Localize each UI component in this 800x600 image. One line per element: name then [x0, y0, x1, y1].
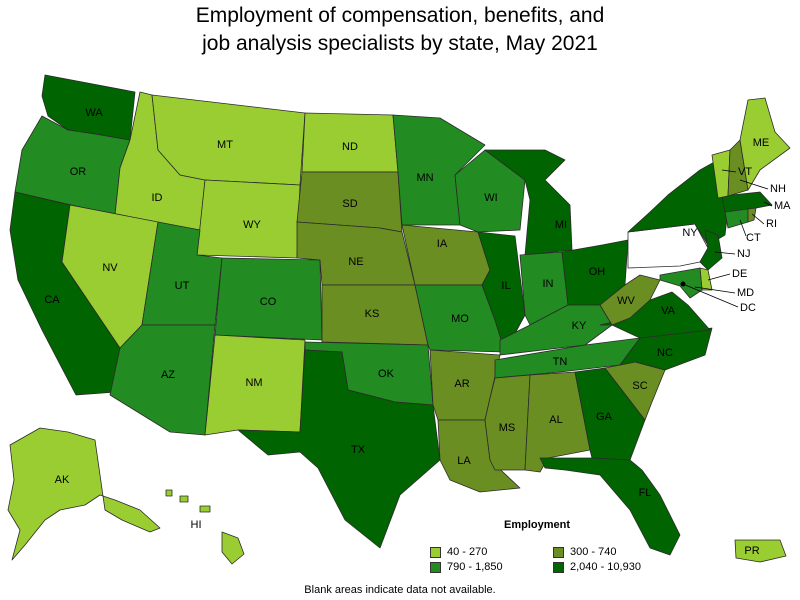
label-nd: ND [342, 141, 358, 153]
label-id: ID [152, 192, 163, 204]
legend-item-4: 2,040 - 10,930 [553, 561, 641, 573]
label-ky: KY [572, 320, 587, 332]
label-tx: TX [351, 444, 366, 456]
label-pr: PR [744, 545, 759, 557]
label-va: VA [661, 305, 676, 317]
label-ne: NE [348, 256, 363, 268]
label-fl: FL [639, 487, 652, 499]
footnote: Blank areas indicate data not available. [304, 584, 496, 596]
label-dc: DC [740, 302, 756, 314]
label-ny: NY [682, 227, 698, 239]
legend-label-3: 790 - 1,850 [447, 561, 503, 573]
dc-marker [680, 281, 686, 287]
label-al: AL [549, 414, 562, 426]
legend-item-3: 790 - 1,850 [430, 561, 503, 573]
legend-swatch-3 [430, 561, 441, 573]
label-la: LA [457, 455, 471, 467]
label-mn: MN [416, 172, 433, 184]
title-line-2: job analysis specialists by state, May 2… [202, 32, 598, 55]
legend-swatch-4 [553, 561, 564, 573]
label-tn: TN [553, 356, 568, 368]
label-me: ME [753, 137, 770, 149]
legend-title: Employment [504, 519, 571, 531]
label-wv: WV [617, 295, 635, 307]
state-hi-3[interactable] [199, 505, 211, 513]
legend-label-1: 40 - 270 [447, 546, 488, 558]
label-nc: NC [657, 347, 673, 359]
label-in: IN [543, 278, 554, 290]
label-ks: KS [365, 308, 380, 320]
leader-nh [739, 179, 769, 190]
label-ma: MA [774, 200, 791, 212]
legend-label-4: 2,040 - 10,930 [570, 561, 641, 573]
state-fl[interactable] [539, 457, 681, 556]
label-de: DE [732, 268, 747, 280]
leader-de [707, 273, 731, 281]
label-ar: AR [454, 378, 469, 390]
state-wv[interactable] [599, 274, 661, 326]
leader-dc [682, 283, 739, 308]
state-ia[interactable] [401, 224, 491, 286]
legend-swatch-2 [553, 546, 564, 558]
label-ak: AK [55, 474, 70, 486]
state-pr[interactable] [734, 539, 787, 563]
state-il[interactable] [477, 231, 526, 353]
map-title: Employment of compensation, benefits, an… [0, 2, 800, 58]
label-ms: MS [499, 422, 516, 434]
label-md: MD [737, 287, 754, 299]
legend-swatch-1 [430, 546, 441, 558]
label-ia: IA [437, 238, 448, 250]
state-hi-4[interactable] [221, 531, 245, 565]
title-line-1: Employment of compensation, benefits, an… [195, 4, 605, 27]
label-wy: WY [243, 219, 261, 231]
leader-ri [751, 213, 765, 225]
state-ak[interactable] [7, 427, 161, 561]
leader-ct [739, 219, 747, 237]
label-wa: WA [85, 107, 103, 119]
leader-nj [714, 251, 736, 255]
state-tx[interactable] [237, 349, 441, 549]
label-vt: VT [738, 166, 752, 178]
label-oh: OH [589, 266, 606, 278]
state-ri[interactable] [747, 207, 757, 223]
label-wi: WI [484, 192, 497, 204]
state-az[interactable] [109, 324, 216, 436]
label-nh: NH [770, 183, 786, 195]
label-ct: CT [746, 232, 761, 244]
state-hi-2[interactable] [179, 495, 189, 503]
leader-md [694, 286, 736, 294]
label-ok: OK [378, 368, 395, 380]
label-sc: SC [632, 380, 647, 392]
legend-item-1: 40 - 270 [430, 546, 487, 558]
label-ga: GA [596, 411, 613, 423]
label-nj: NJ [737, 248, 750, 260]
label-mt: MT [217, 139, 233, 151]
label-mi: MI [555, 219, 567, 231]
label-hi: HI [191, 519, 202, 531]
label-az: AZ [161, 369, 175, 381]
label-ut: UT [175, 280, 190, 292]
label-mo: MO [451, 313, 469, 325]
label-ca: CA [44, 294, 60, 306]
state-ma[interactable] [721, 191, 773, 213]
label-il: IL [501, 280, 510, 292]
leader-ma [763, 201, 773, 207]
legend-label-2: 300 - 740 [570, 546, 617, 558]
label-co: CO [260, 296, 277, 308]
leader-vt [721, 169, 737, 173]
state-me[interactable] [739, 97, 791, 191]
state-hi-1[interactable] [165, 489, 173, 497]
legend-item-2: 300 - 740 [553, 546, 616, 558]
label-sd: SD [342, 198, 357, 210]
state-mi[interactable] [484, 149, 573, 256]
label-ri: RI [766, 218, 777, 230]
label-nv: NV [102, 262, 118, 274]
label-or: OR [70, 166, 87, 178]
label-nm: NM [245, 377, 262, 389]
